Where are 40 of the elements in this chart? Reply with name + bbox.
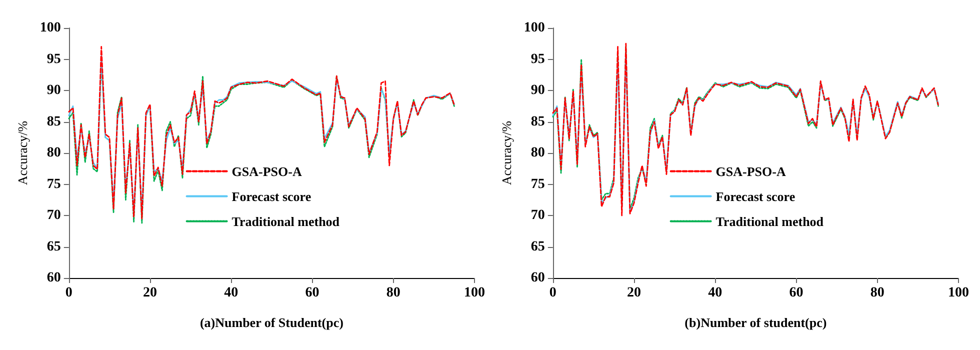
y-tick-label: 75 — [46, 176, 61, 192]
x-tick-label: 20 — [143, 286, 158, 300]
y-tick-label: 75 — [530, 176, 545, 192]
y-tick-label: 100 — [40, 20, 61, 36]
y-tick-label: 65 — [46, 239, 61, 254]
x-tick-label: 20 — [627, 286, 642, 300]
x-tick-label: 80 — [386, 286, 400, 300]
x-tick-label: 100 — [948, 286, 969, 300]
x-axis-title: (a)Number of Student(pc) — [200, 315, 344, 330]
y-tick-label: 100 — [524, 20, 545, 36]
x-tick-label: 60 — [789, 286, 804, 300]
y-tick-label: 90 — [46, 83, 61, 98]
x-tick-label: 0 — [549, 286, 556, 300]
x-tick-label: 40 — [708, 286, 722, 300]
y-tick-label: 85 — [530, 114, 545, 130]
y-tick-label: 90 — [530, 83, 545, 98]
legend-label: Forecast score — [716, 188, 796, 204]
legend-label: GSA-PSO-A — [232, 164, 302, 179]
legend-label: Traditional method — [716, 214, 824, 229]
x-tick-label: 100 — [464, 286, 485, 300]
x-tick-label: 0 — [65, 286, 72, 300]
y-tick-label: 80 — [530, 146, 545, 160]
y-tick-label: 60 — [530, 270, 545, 286]
y-tick-label: 80 — [46, 146, 61, 160]
y-tick-label: 70 — [530, 208, 545, 223]
x-tick-label: 80 — [870, 286, 884, 300]
y-tick-label: 70 — [46, 208, 61, 223]
y-tick-label: 60 — [46, 270, 61, 286]
y-tick-label: 65 — [530, 239, 545, 254]
y-axis-title: Accuracy/% — [499, 120, 514, 186]
x-tick-label: 40 — [224, 286, 238, 300]
x-tick-label: 60 — [305, 286, 320, 300]
legend-label: GSA-PSO-A — [716, 164, 786, 179]
legend-label: Forecast score — [232, 188, 312, 204]
y-tick-label: 85 — [46, 114, 61, 130]
x-axis-title: (b)Number of student(pc) — [684, 315, 827, 330]
y-tick-label: 95 — [530, 52, 545, 67]
legend-label: Traditional method — [232, 214, 340, 229]
y-tick-label: 95 — [46, 52, 61, 67]
y-axis-title: Accuracy/% — [15, 120, 30, 186]
